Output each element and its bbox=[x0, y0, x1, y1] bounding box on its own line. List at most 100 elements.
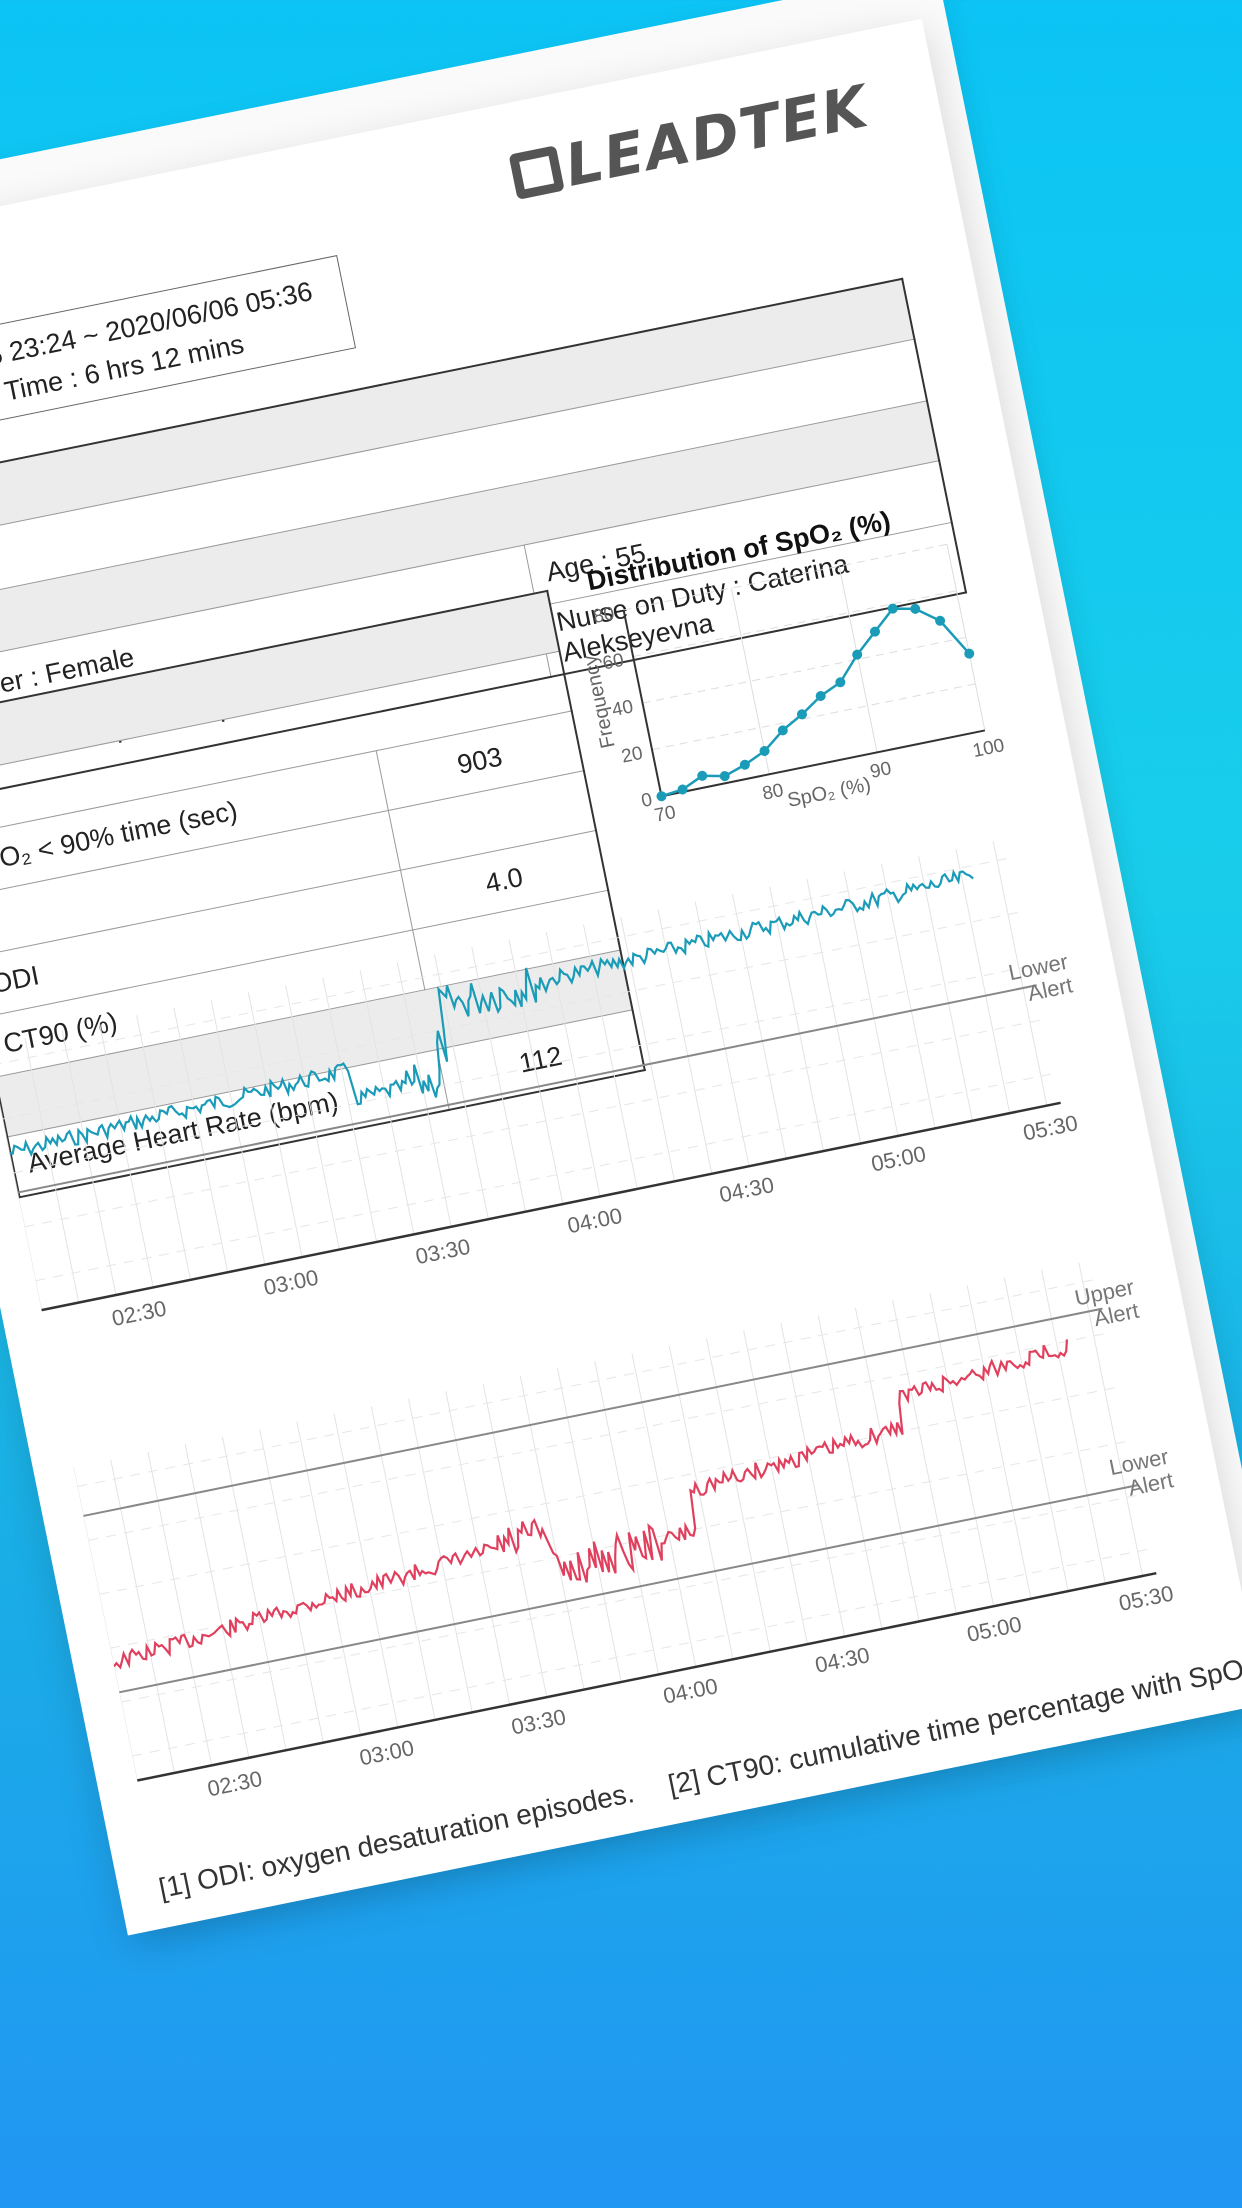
trend-x-tick-label: 05:30 bbox=[1021, 1110, 1080, 1145]
distribution-y-axis bbox=[622, 609, 663, 797]
trend-gridline bbox=[1041, 1269, 1106, 1584]
distribution-data-point bbox=[869, 626, 880, 637]
trend-gridline bbox=[247, 992, 303, 1258]
trend-gridline bbox=[221, 1436, 287, 1751]
distribution-data-point bbox=[796, 709, 807, 720]
trend-gridline bbox=[333, 1413, 399, 1728]
trend-gridline bbox=[817, 1315, 883, 1630]
distribution-gridline bbox=[632, 590, 957, 658]
trend-gridline bbox=[880, 863, 936, 1129]
spo2-x-axis bbox=[41, 1101, 1061, 1312]
trend-x-tick-label: 05:00 bbox=[869, 1141, 928, 1176]
trend-x-tick-label: 05:30 bbox=[1117, 1580, 1176, 1615]
trend-gridline bbox=[668, 1345, 734, 1660]
trend-x-tick-label: 04:30 bbox=[717, 1172, 776, 1207]
distribution-gridline bbox=[651, 683, 976, 751]
distribution-x-gridline bbox=[946, 544, 986, 731]
trend-gridline bbox=[806, 878, 862, 1144]
distribution-y-tick-label: 80 bbox=[591, 603, 616, 628]
trend-h-gridline bbox=[77, 1278, 1097, 1488]
trend-x-tick-label: 02:30 bbox=[110, 1296, 169, 1331]
trend-gridline bbox=[854, 1307, 920, 1622]
trend-gridline bbox=[24, 1037, 80, 1303]
logo-mark-icon bbox=[508, 145, 565, 200]
trend-gridline bbox=[0, 1045, 42, 1311]
trend-gridline bbox=[173, 1007, 229, 1273]
trend-gridline bbox=[136, 1015, 191, 1280]
distribution-x-axis-label: SpO₂ (%) bbox=[786, 774, 873, 812]
trend-gridline bbox=[519, 1375, 585, 1690]
distribution-y-tick-label: 40 bbox=[610, 696, 635, 721]
trend-x-tick-label: 03:00 bbox=[262, 1265, 321, 1300]
trend-gridline bbox=[61, 1030, 117, 1296]
trend-h-gridline bbox=[35, 1072, 1055, 1282]
trend-gridline bbox=[370, 1406, 436, 1720]
trend-gridline bbox=[657, 909, 713, 1174]
distribution-data-point bbox=[852, 649, 863, 660]
distribution-data-point bbox=[719, 771, 730, 782]
trend-gridline bbox=[545, 931, 601, 1197]
report-page: LEADTEK 2020/06/05 23:24 ~ 2020/06/06 05… bbox=[0, 18, 1242, 1936]
hr-lower-alert-label: LowerAlert bbox=[1107, 1444, 1175, 1504]
trend-gridline bbox=[396, 962, 452, 1227]
distribution-x-gridline bbox=[730, 588, 770, 775]
trend-gridline bbox=[285, 984, 340, 1250]
trend-gridline bbox=[445, 1391, 511, 1705]
trend-x-tick-label: 05:00 bbox=[965, 1611, 1024, 1646]
trend-gridline bbox=[780, 1322, 846, 1637]
leadtek-logo: LEADTEK bbox=[507, 72, 875, 211]
trend-h-gridline bbox=[2, 911, 1022, 1120]
trend-h-gridline bbox=[99, 1386, 1119, 1595]
hr-lower-alert-line bbox=[119, 1483, 1139, 1694]
trend-gridline bbox=[408, 1398, 473, 1713]
distribution-data-point bbox=[677, 784, 688, 795]
trend-gridline bbox=[582, 924, 638, 1190]
trend-gridline bbox=[296, 1421, 362, 1736]
trend-gridline bbox=[955, 848, 1011, 1114]
trend-gridline bbox=[966, 1285, 1032, 1599]
distribution-x-tick-label: 100 bbox=[971, 735, 1006, 762]
trend-gridline bbox=[98, 1022, 154, 1288]
distribution-y-tick-label: 60 bbox=[601, 650, 626, 675]
distribution-y-tick-label: 0 bbox=[640, 789, 655, 812]
spo2-lower-alert-line bbox=[17, 984, 1037, 1194]
trend-x-tick-label: 03:30 bbox=[509, 1704, 568, 1739]
trend-x-tick-label: 04:00 bbox=[661, 1673, 720, 1708]
trend-gridline bbox=[147, 1451, 213, 1766]
distribution-data-point bbox=[759, 746, 770, 757]
heart-rate-trend-line bbox=[113, 1339, 1069, 1670]
distribution-x-tick-label: 70 bbox=[653, 802, 678, 827]
distribution-x-tick-label: 90 bbox=[868, 758, 893, 783]
spo2-trend-chart: LowerAlert 02:30 03:00 03:30 04:00 04:30 05:0… bbox=[0, 840, 1080, 1331]
distribution-data-point bbox=[739, 759, 750, 770]
trend-h-gridline bbox=[13, 965, 1033, 1174]
distribution-data-point bbox=[777, 725, 788, 736]
trend-gridline bbox=[743, 1330, 808, 1645]
spo2-lower-alert-label: LowerAlert bbox=[1006, 949, 1074, 1009]
trend-gridline bbox=[359, 969, 415, 1235]
distribution-data-point bbox=[656, 791, 667, 802]
spo2-trend-line bbox=[9, 869, 974, 1158]
distribution-data-point bbox=[835, 677, 846, 688]
distribution-y-tick-label: 20 bbox=[620, 743, 645, 768]
distribution-data-point bbox=[964, 648, 975, 659]
trend-gridline bbox=[843, 871, 899, 1136]
trend-gridline bbox=[322, 977, 378, 1243]
trend-gridline bbox=[992, 840, 1048, 1106]
trend-gridline bbox=[482, 1383, 548, 1698]
trend-h-gridline bbox=[88, 1332, 1108, 1541]
trend-gridline bbox=[929, 1292, 995, 1607]
trend-h-gridline bbox=[121, 1494, 1141, 1703]
heart-rate-trend-chart: UpperAlert LowerAlert 02:30 03:00 03:30 04:… bbox=[73, 1262, 1176, 1801]
trend-x-tick-label: 04:30 bbox=[813, 1642, 872, 1677]
trend-gridline bbox=[184, 1444, 250, 1758]
hr-x-axis bbox=[136, 1571, 1157, 1782]
logo-text: LEADTEK bbox=[559, 71, 875, 200]
distribution-series-line bbox=[661, 607, 971, 798]
distribution-data-point bbox=[815, 690, 826, 701]
trend-h-gridline bbox=[0, 857, 1011, 1066]
trend-gridline bbox=[918, 856, 973, 1121]
trend-gridline bbox=[508, 939, 564, 1205]
trend-gridline bbox=[705, 1338, 771, 1652]
trend-x-tick-label: 03:00 bbox=[357, 1735, 416, 1770]
